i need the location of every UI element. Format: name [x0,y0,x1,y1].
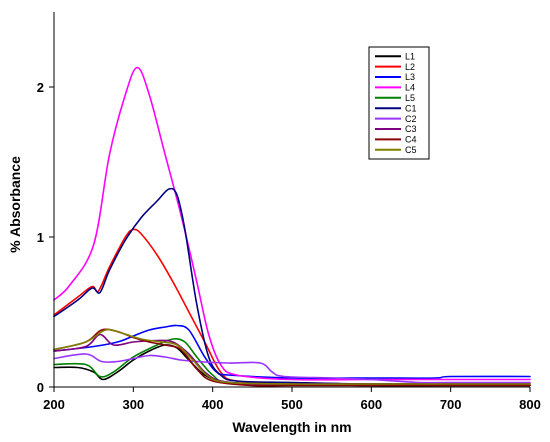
y-tick-label: 0 [37,380,44,395]
y-tick-label: 1 [37,230,44,245]
legend-label-l3: L3 [405,72,415,82]
x-tick-label: 200 [43,397,65,412]
x-tick-label: 800 [519,397,541,412]
legend-label-c3: C3 [405,124,417,134]
series-line-c2 [53,353,531,384]
legend-label-c2: C2 [405,114,417,124]
y-axis-title: % Absorbance [7,156,23,253]
series-line-c5 [53,328,531,385]
series-line-c1 [53,187,531,385]
y-tick-label: 2 [37,80,44,95]
legend-label-c4: C4 [405,135,417,145]
series-line-l3 [53,324,531,380]
legend-label-l5: L5 [405,93,415,103]
y-ticks: 0 1 2 [37,80,54,395]
x-ticks: 200 300 400 500 600 700 800 [43,387,541,412]
legend-label-l4: L4 [405,83,415,93]
x-tick-label: 700 [440,397,462,412]
plot-lines [53,66,531,387]
x-tick-label: 500 [281,397,303,412]
legend-label-l2: L2 [405,62,415,72]
x-tick-label: 600 [360,397,382,412]
legend-box [368,46,430,160]
series-line-l4 [53,66,531,381]
x-tick-label: 300 [122,397,144,412]
x-tick-label: 400 [202,397,224,412]
legend-label-c1: C1 [405,103,417,113]
legend-label-c5: C5 [405,145,417,155]
x-axis-title: Wavelength in nm [232,419,351,435]
legend-label-l1: L1 [405,51,415,61]
